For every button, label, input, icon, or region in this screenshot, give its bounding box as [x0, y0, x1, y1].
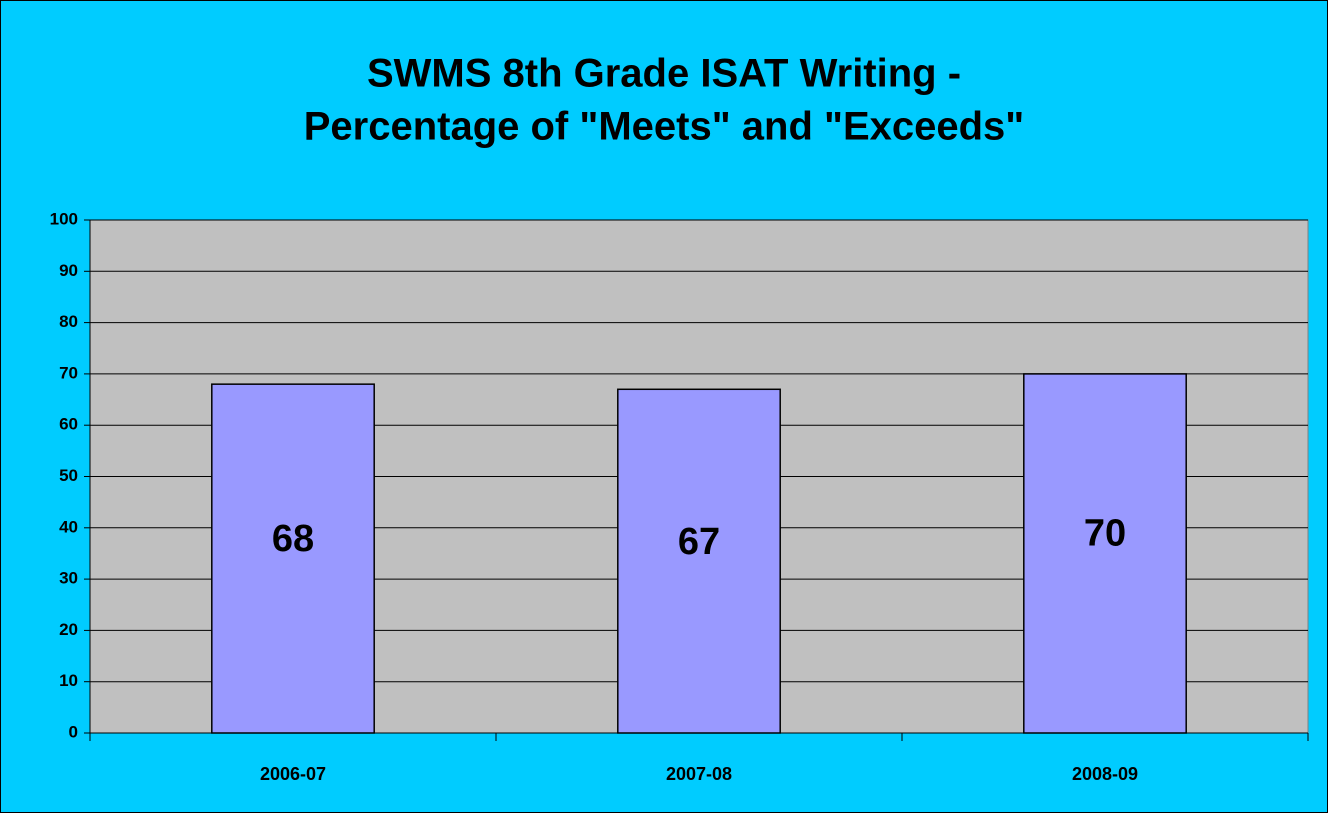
- y-tick-label: 60: [59, 415, 78, 434]
- chart-title: Percentage of "Meets" and "Exceeds": [304, 105, 1025, 149]
- y-tick-label: 0: [69, 722, 78, 741]
- x-tick-label: 2006-07: [260, 764, 326, 784]
- data-label: 67: [678, 521, 720, 563]
- y-tick-label: 40: [59, 517, 78, 536]
- y-tick-label: 90: [59, 261, 78, 280]
- data-label: 68: [272, 518, 314, 560]
- bar: [1023, 373, 1187, 734]
- data-label: 70: [1084, 513, 1126, 555]
- y-tick-label: 20: [59, 620, 78, 639]
- chart-title: SWMS 8th Grade ISAT Writing -: [367, 52, 961, 96]
- x-tick-label: 2007-08: [666, 764, 732, 784]
- y-tick-label: 50: [59, 466, 78, 485]
- y-tick-label: 10: [59, 671, 78, 690]
- y-tick-label: 100: [50, 209, 78, 228]
- y-tick-label: 80: [59, 312, 78, 331]
- y-tick-label: 30: [59, 569, 78, 588]
- y-tick-label: 70: [59, 363, 78, 382]
- bar: [211, 383, 375, 734]
- bar: [617, 388, 781, 734]
- x-tick-label: 2008-09: [1072, 764, 1138, 784]
